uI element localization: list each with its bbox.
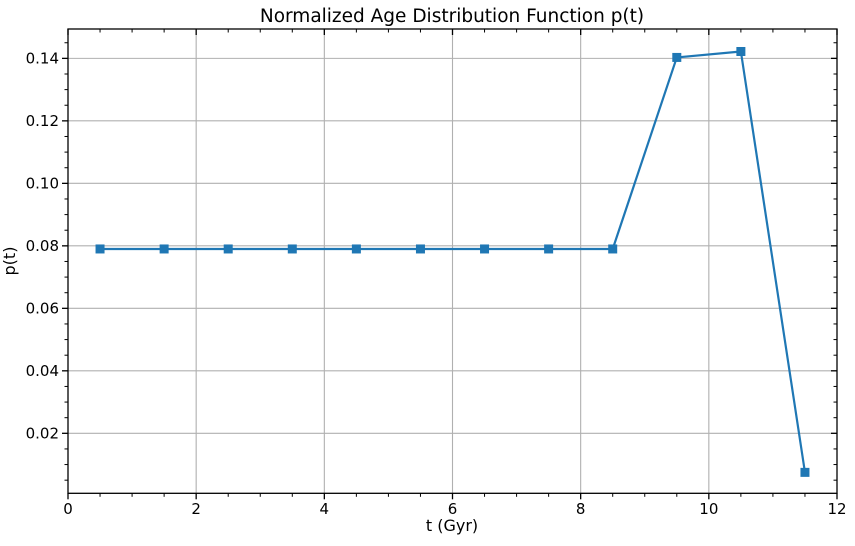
x-tick-label: 2	[191, 500, 201, 518]
y-tick-label: 0.10	[26, 175, 59, 193]
x-tick-label: 10	[699, 500, 718, 518]
y-tick-label: 0.06	[26, 300, 59, 318]
x-tick-label: 0	[63, 500, 73, 518]
x-axis-label: t (Gyr)	[426, 516, 478, 535]
data-point-marker	[800, 467, 810, 477]
y-axis-label: p(t)	[0, 247, 19, 276]
chart-title: Normalized Age Distribution Function p(t…	[260, 6, 644, 27]
data-line	[98, 50, 807, 474]
tick-label-layer: 0 2 4 6 8 10 12 0.02 0.04 0.06 0.08 0.10 0.12 0.14	[26, 50, 847, 518]
y-tick-label: 0.04	[26, 362, 59, 380]
axes-frame	[67, 28, 838, 494]
data-point-marker	[608, 244, 618, 254]
y-tick-label: 0.08	[26, 237, 59, 255]
series-layer	[95, 46, 810, 477]
data-point-marker	[223, 244, 233, 254]
data-point-marker	[544, 244, 554, 254]
data-point-marker	[287, 244, 297, 254]
data-point-marker	[159, 244, 169, 254]
data-point-marker	[736, 46, 746, 56]
y-tick-label: 0.14	[26, 50, 59, 68]
x-tick-label: 4	[320, 500, 330, 518]
x-tick-label: 6	[448, 500, 458, 518]
data-point-marker	[480, 244, 490, 254]
grid-layer	[68, 29, 837, 494]
data-point-marker	[672, 52, 682, 62]
data-point-marker	[95, 244, 105, 254]
x-tick-label: 8	[576, 500, 586, 518]
x-tick-label: 12	[827, 500, 846, 518]
y-tick-label: 0.12	[26, 112, 59, 130]
tick-layer	[62, 29, 838, 500]
y-tick-label: 0.02	[26, 425, 59, 443]
data-point-marker	[351, 244, 361, 254]
data-point-marker	[415, 244, 425, 254]
